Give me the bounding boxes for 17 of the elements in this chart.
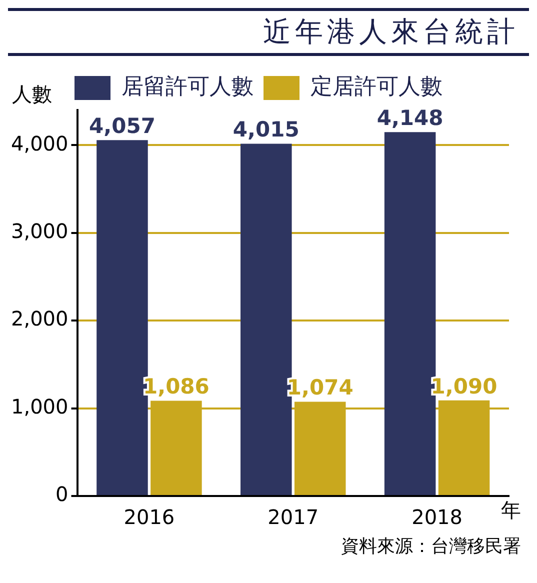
data-label: 4,148: [376, 106, 444, 130]
x-tick-label: 2017: [268, 505, 319, 530]
x-tick-label: 2018: [412, 505, 462, 530]
legend-label: 定居許可人數: [310, 74, 442, 100]
source-note: 資料來源：台灣移民署: [340, 535, 522, 558]
y-tick-label: 2,000: [10, 306, 68, 331]
y-tick-label: 0: [56, 482, 68, 506]
x-tick-label: 2016: [124, 505, 175, 530]
x-axis-title: 年: [501, 498, 521, 522]
y-tick-label: 4,000: [10, 131, 68, 156]
chart-title: 近年港人來台統計: [8, 8, 529, 56]
data-label: 4,057: [89, 114, 156, 138]
y-axis-title: 人數: [12, 82, 52, 106]
data-label: 4,015: [232, 118, 300, 142]
legend-label: 居留許可人數: [122, 74, 254, 100]
y-tick-label: 3,000: [10, 219, 68, 244]
y-tick-label: 1,000: [10, 394, 68, 418]
